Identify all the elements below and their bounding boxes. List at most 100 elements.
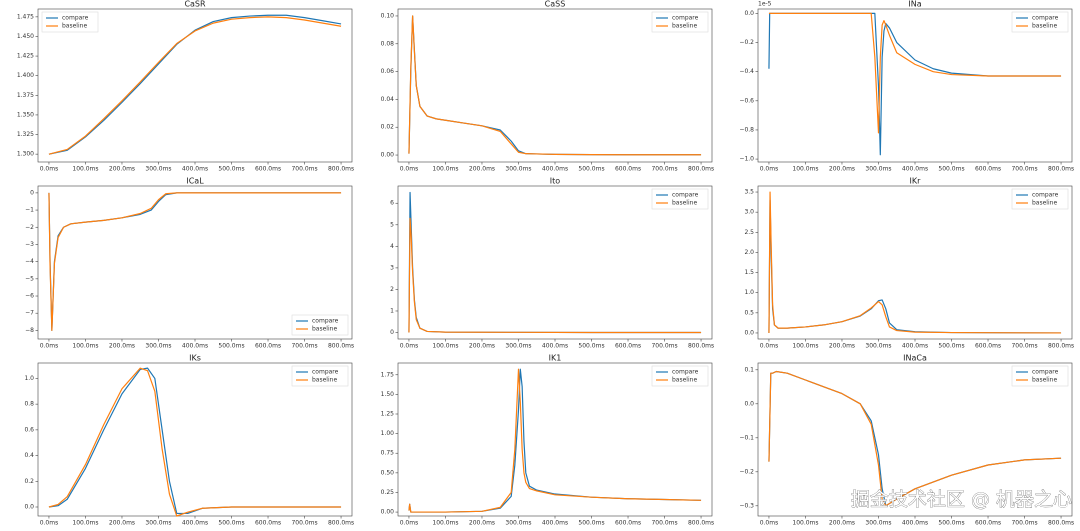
x-tick-label: 400.0ms <box>182 166 208 173</box>
y-tick-label: 1.375 <box>17 92 34 99</box>
series-line <box>768 370 1062 507</box>
x-tick-label: 0.0ms <box>400 343 419 350</box>
legend-label: baseline <box>1032 377 1057 384</box>
legend-label: baseline <box>312 377 337 384</box>
y-tick-label: −8 <box>25 327 34 334</box>
chart-title: IKs <box>189 354 201 363</box>
x-tick-label: 500.0ms <box>938 166 964 173</box>
legend-label: baseline <box>62 23 87 30</box>
y-tick-label: 1.450 <box>17 33 34 40</box>
x-tick-label: 800.0ms <box>328 520 354 527</box>
x-tick-label: 100.0ms <box>792 166 818 173</box>
x-tick-label: 600.0ms <box>615 520 641 527</box>
chart-title: ICaL <box>186 177 204 186</box>
legend-label: baseline <box>672 200 697 207</box>
chart-title: CaSS <box>545 0 566 9</box>
legend-box <box>1011 365 1069 387</box>
x-tick-label: 600.0ms <box>975 166 1001 173</box>
y-tick-label: 2 <box>390 286 394 293</box>
x-tick-label: 600.0ms <box>975 520 1001 527</box>
x-tick-label: 400.0ms <box>902 520 928 527</box>
chart-panel: Ito 0.0ms 100.0ms 200.0ms 300.0ms 400.0ms 500.… <box>390 177 714 350</box>
y-tick-label: −2 <box>25 224 34 231</box>
x-tick-label: 0.0ms <box>760 520 779 527</box>
y-tick-label: −0.6 <box>739 97 754 104</box>
chart-title: IK1 <box>549 354 562 363</box>
legend-label: baseline <box>1032 200 1057 207</box>
x-tick-label: 200.0ms <box>829 343 855 350</box>
y-tick-label: −4 <box>25 258 34 265</box>
series-line <box>48 16 342 155</box>
x-tick-label: 200.0ms <box>469 520 495 527</box>
chart-panel: INaCa 0.0ms 100.0ms 200.0ms 300.0ms 400.0ms 50… <box>739 354 1074 527</box>
legend-box <box>651 188 709 210</box>
x-tick-label: 500.0ms <box>218 343 244 350</box>
y-tick-label: 0.00 <box>381 152 395 159</box>
legend-box <box>41 11 99 33</box>
x-tick-label: 200.0ms <box>469 166 495 173</box>
chart-title: INa <box>908 0 921 9</box>
x-tick-label: 800.0ms <box>328 166 354 173</box>
legend-label: baseline <box>1032 23 1057 30</box>
x-tick-label: 800.0ms <box>328 343 354 350</box>
chart-panel: IKr 0.0ms 100.0ms 200.0ms 300.0ms 400.0ms 500.… <box>744 177 1074 350</box>
x-tick-label: 400.0ms <box>542 166 568 173</box>
x-tick-label: 100.0ms <box>792 520 818 527</box>
y-tick-label: 1.425 <box>17 53 34 60</box>
chart-title: Ito <box>550 177 560 186</box>
x-tick-label: 600.0ms <box>975 343 1001 350</box>
chart-title: CaSR <box>184 0 206 9</box>
y-tick-label: 5 <box>390 221 394 228</box>
x-tick-label: 700.0ms <box>651 166 677 173</box>
x-tick-label: 100.0ms <box>432 166 458 173</box>
x-tick-label: 700.0ms <box>651 343 677 350</box>
y-tick-label: 1 <box>390 307 394 314</box>
x-tick-label: 500.0ms <box>578 520 604 527</box>
y-tick-label: 0.10 <box>381 12 395 19</box>
y-tick-label: −5 <box>25 275 34 282</box>
y-tick-label: 1.300 <box>17 151 34 158</box>
series-line <box>768 12 1062 134</box>
x-tick-label: 800.0ms <box>688 166 714 173</box>
x-tick-label: 300.0ms <box>865 520 891 527</box>
chart-panel: IKs 0.0ms 100.0ms 200.0ms 300.0ms 400.0ms 500.… <box>24 354 354 527</box>
y-tick-label: 1.50 <box>381 391 395 398</box>
x-tick-label: 300.0ms <box>865 166 891 173</box>
chart-panel: INa 0.0ms 100.0ms 200.0ms 300.0ms 400.0ms 500.… <box>739 0 1074 173</box>
chart-panel: CaSR 0.0ms 100.0ms 200.0ms 300.0ms 400.0ms 500… <box>17 0 354 173</box>
x-tick-label: 700.0ms <box>651 520 677 527</box>
y-tick-label: 1.25 <box>381 411 395 418</box>
legend-box <box>651 11 709 33</box>
y-tick-label: −0.8 <box>739 126 754 133</box>
y-tick-label: 4 <box>390 243 394 250</box>
x-tick-label: 0.0ms <box>760 343 779 350</box>
y-tick-label: 0.6 <box>24 426 34 433</box>
legend-label: compare <box>1032 15 1059 22</box>
y-tick-label: 1.00 <box>381 430 395 437</box>
y-tick-label: 1.475 <box>17 13 34 20</box>
x-tick-label: 0.0ms <box>40 343 59 350</box>
y-tick-label: 0.25 <box>381 489 395 496</box>
y-tick-label: 0.5 <box>744 309 754 316</box>
y-tick-label: 0.4 <box>24 452 34 459</box>
legend-box <box>291 365 349 387</box>
x-tick-label: 0.0ms <box>40 166 59 173</box>
x-tick-label: 800.0ms <box>1048 343 1074 350</box>
x-tick-label: 100.0ms <box>432 343 458 350</box>
y-tick-label: 0.08 <box>381 40 395 47</box>
x-tick-label: 200.0ms <box>109 520 135 527</box>
y-tick-label: 0.06 <box>381 68 395 75</box>
x-tick-label: 300.0ms <box>505 343 531 350</box>
y-tick-label: 0.0 <box>24 504 34 511</box>
x-tick-label: 300.0ms <box>505 520 531 527</box>
y-tick-label: 1.350 <box>17 111 34 118</box>
x-tick-label: 100.0ms <box>792 343 818 350</box>
y-tick-label: 2.0 <box>744 249 754 256</box>
y-tick-label: 0.8 <box>24 401 34 408</box>
y-tick-label: −0.2 <box>739 468 754 475</box>
x-tick-label: 600.0ms <box>255 520 281 527</box>
x-tick-label: 700.0ms <box>1011 520 1037 527</box>
x-tick-label: 400.0ms <box>902 343 928 350</box>
series-line <box>408 217 702 334</box>
